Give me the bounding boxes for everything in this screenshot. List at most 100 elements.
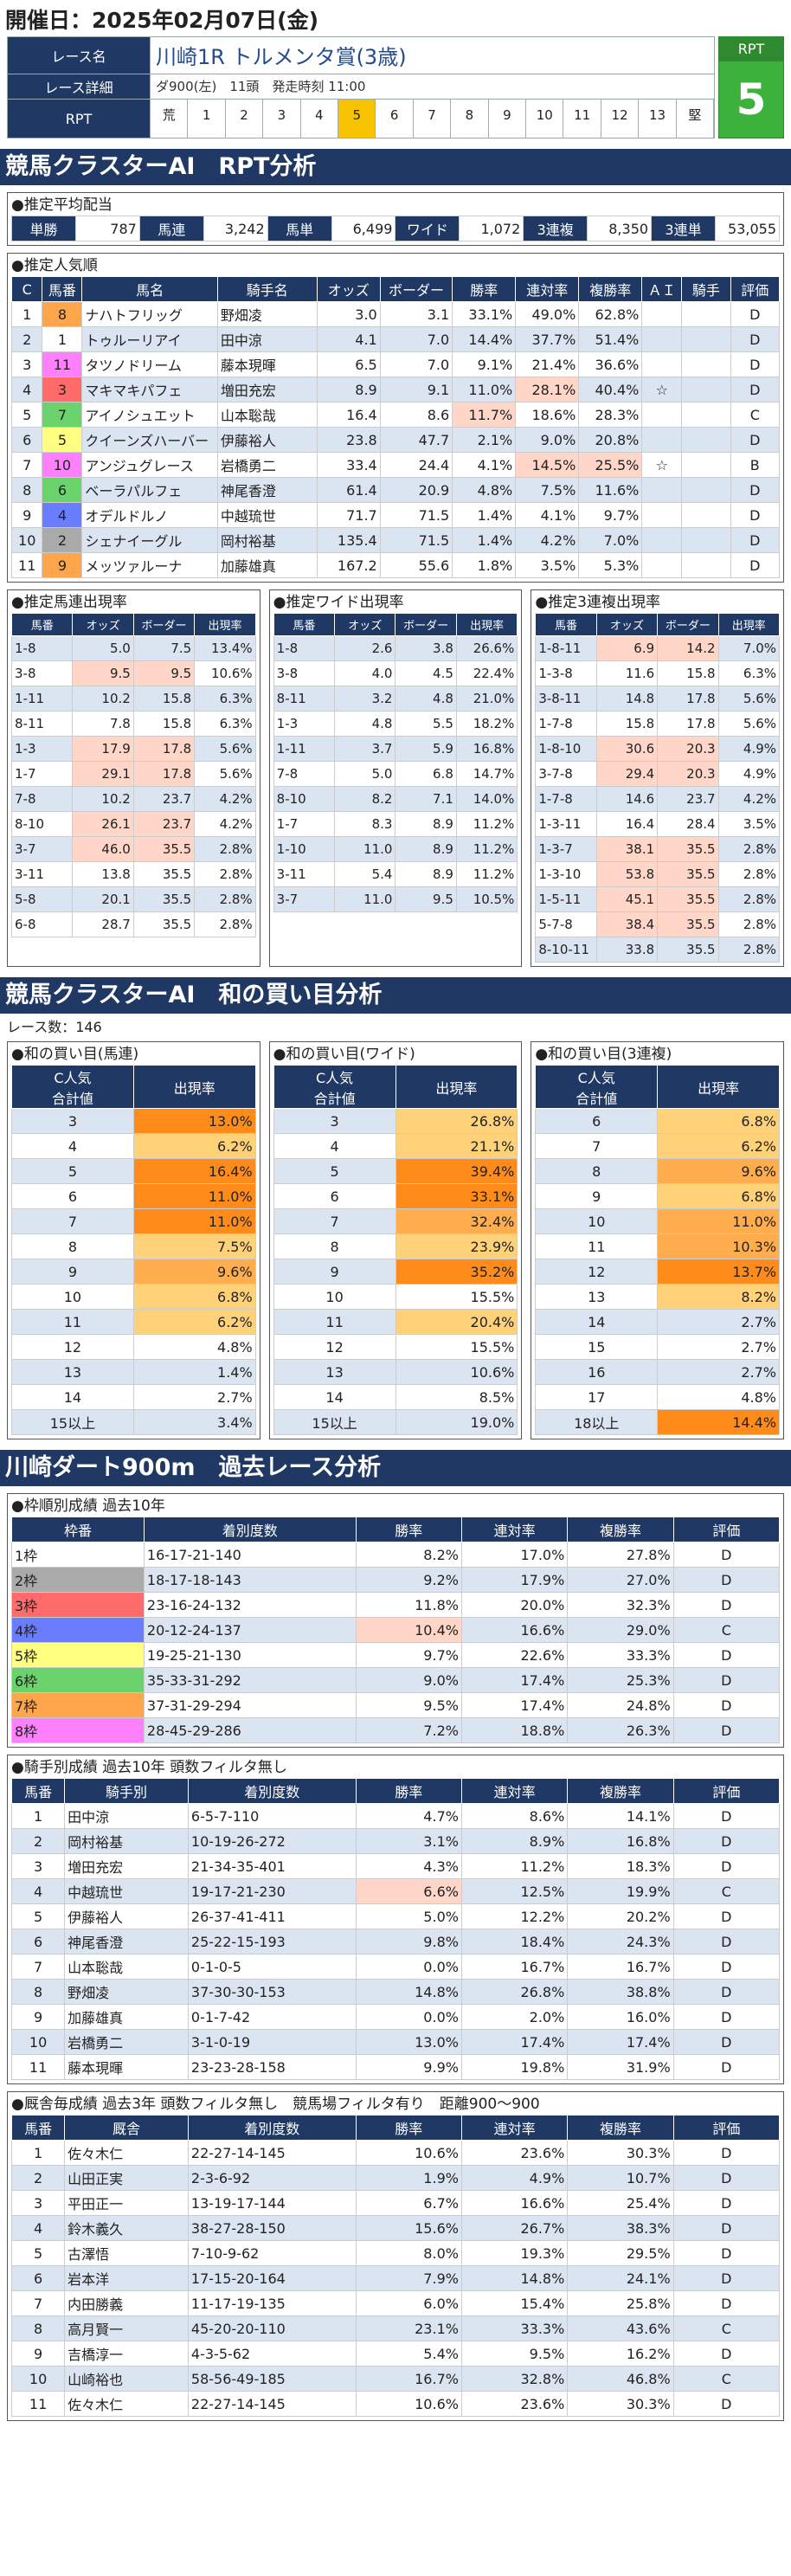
table-cell: 9 <box>10 2341 66 2367</box>
table-cell: 16.7% <box>567 1954 674 1980</box>
table-cell: 45.1 <box>595 886 659 912</box>
table-cell: 2.8% <box>194 911 256 937</box>
table-cell: 17.8 <box>657 711 719 737</box>
table-cell: 4.8% <box>452 477 517 503</box>
table-cell: D <box>730 502 781 528</box>
table-cell: 18-17-18-143 <box>143 1567 357 1593</box>
table-cell: 4.9% <box>717 761 781 787</box>
sum-value: 5 <box>273 1158 396 1184</box>
table-cell: 28.7 <box>72 911 134 937</box>
column-header: オッズ <box>595 613 659 636</box>
table-cell: 10.2 <box>72 686 134 712</box>
column-header: 馬番 <box>42 276 83 302</box>
table-cell: オデルドルノ <box>81 502 218 528</box>
rpt-scale-cell: 荒 <box>151 100 189 138</box>
table-cell: 2.8% <box>717 861 781 887</box>
column-header: 複勝率 <box>578 276 643 302</box>
table-cell: シェナイーグル <box>81 527 218 553</box>
appearance-rate: 11.0% <box>132 1183 256 1209</box>
table-cell: D <box>672 2290 781 2316</box>
table-cell: 9.1% <box>452 351 517 377</box>
table-cell: 岩橋勇二 <box>64 2029 189 2055</box>
table-cell: 3-7 <box>10 836 74 862</box>
table-cell: 11 <box>10 2054 66 2080</box>
appearance-rate: 2.7% <box>132 1384 256 1410</box>
table-cell: 1 <box>42 326 83 352</box>
table-cell: 6枠 <box>11 1667 145 1693</box>
table-cell: 3 <box>10 1853 66 1879</box>
table-cell: 5 <box>10 2240 66 2266</box>
sum-value: 3 <box>11 1108 134 1134</box>
table-cell: 9 <box>42 552 83 578</box>
table-cell: 8-10-11 <box>535 937 597 963</box>
table-cell: 8 <box>42 301 83 327</box>
sum-wide-title: ●和の買い目(ワイド) <box>273 1046 415 1063</box>
table-cell: 23.7 <box>132 811 196 837</box>
table-row: 3-7 46.0 35.5 2.8% <box>10 836 256 862</box>
jockey-title: ●騎手別成績 過去10年 頭数フィルタ無し <box>11 1759 287 1776</box>
table-row: 1-7 8.3 8.9 11.2% <box>273 811 518 837</box>
table-cell: 11.2% <box>455 836 518 862</box>
table-cell: 7 <box>10 2290 66 2316</box>
table-cell: 26.1 <box>72 811 134 837</box>
table-cell: 16.4 <box>316 402 381 428</box>
sum-value: 13 <box>273 1359 396 1385</box>
table-row: 4枠 20-12-24-137 10.4% 16.6% 29.0% C <box>11 1617 781 1643</box>
table-cell: D <box>672 2029 781 2055</box>
table-cell: 11.8% <box>355 1592 462 1618</box>
table-cell: 1-3-8 <box>535 660 597 686</box>
rpt-scale-cell: 6 <box>376 100 414 138</box>
table-cell: ナハトフリッグ <box>81 301 218 327</box>
table-cell: 7.0% <box>717 635 781 661</box>
table-cell: 1-3-11 <box>535 811 597 837</box>
table-row: 2枠 18-17-18-143 9.2% 17.9% 27.0% D <box>11 1567 781 1593</box>
table-cell: 15.8 <box>132 711 196 737</box>
column-header: 馬番 <box>10 2115 66 2141</box>
table-row: 11 20.4% <box>273 1309 518 1335</box>
table-cell: 6 <box>10 427 43 453</box>
payout-type: ワイド <box>395 216 460 242</box>
table-cell: 1.9% <box>355 2165 462 2191</box>
table-cell: 11 <box>10 552 43 578</box>
sum-value: 14 <box>11 1384 134 1410</box>
table-cell: 8-10 <box>273 786 336 812</box>
table-cell: 13-19-17-144 <box>187 2190 357 2216</box>
appearance-rate: 23.9% <box>395 1233 518 1259</box>
table-cell: 佐々木仁 <box>64 2140 189 2166</box>
rpt-scale-cell: 12 <box>601 100 640 138</box>
table-cell: 23.7 <box>657 786 719 812</box>
table-cell: 10 <box>10 527 43 553</box>
column-header: 複勝率 <box>567 2115 674 2141</box>
sum-value: 15以上 <box>273 1409 396 1435</box>
table-cell: 9.0% <box>515 427 580 453</box>
table-cell: D <box>730 427 781 453</box>
payout-type: 単勝 <box>11 216 76 242</box>
waku-title: ●枠順別成績 過去10年 <box>11 1497 165 1515</box>
payout-value: 53,055 <box>714 216 781 242</box>
table-cell: 9.8% <box>355 1929 462 1955</box>
table-cell: 4.2% <box>194 811 256 837</box>
table-cell: D <box>730 326 781 352</box>
table-cell: 4 <box>10 2215 66 2241</box>
table-cell: 1 <box>10 2140 66 2166</box>
table-cell: 32.3% <box>567 1592 674 1618</box>
table-cell: 8.6 <box>379 402 453 428</box>
avg-payout-title: ●推定平均配当 <box>11 196 113 214</box>
table-cell: 35.5 <box>657 886 719 912</box>
table-row: 9 4 オデルドルノ 中越琉世 71.7 71.5 1.4% 4.1% 9.7% D <box>10 502 781 528</box>
table-row: 3-7 11.0 9.5 10.5% <box>273 886 518 912</box>
table-cell: 15.8 <box>657 660 719 686</box>
table-cell: 8.6% <box>460 1803 569 1829</box>
table-cell: 17.9 <box>72 736 134 762</box>
table-cell: 6.5 <box>316 351 381 377</box>
column-header: オッズ <box>334 613 396 636</box>
race-name-label: レース名 <box>7 36 151 74</box>
table-cell: 16.2% <box>567 2341 674 2367</box>
sum-value: 12 <box>273 1334 396 1360</box>
table-cell: 加藤雄真 <box>216 552 318 578</box>
table-cell: 24.8% <box>567 1692 674 1718</box>
table-cell: 11.2% <box>455 861 518 887</box>
table-cell: 10.7% <box>567 2165 674 2191</box>
table-cell: 0.0% <box>355 2004 462 2030</box>
table-cell: 4-3-5-62 <box>187 2341 357 2367</box>
